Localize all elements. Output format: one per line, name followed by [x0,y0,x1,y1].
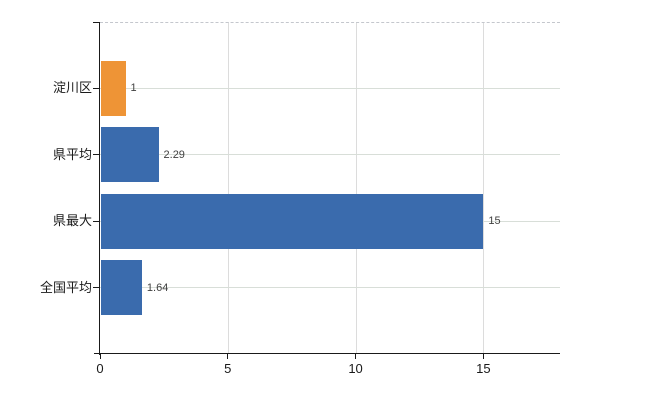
bar-value-label: 1 [130,82,137,95]
bar-pref-max [101,193,484,249]
bar-pref-average [101,127,159,183]
x-axis-tick [355,354,357,359]
category-label: 全国平均 [39,279,92,295]
horizontal-gridline [100,154,560,156]
bar-national-average [101,260,142,316]
y-axis-tick [93,287,100,289]
bar-value-label: 2.29 [163,148,185,161]
x-axis-tick [482,354,484,359]
x-axis-tick [99,354,101,359]
y-axis-line [98,22,100,355]
x-axis-tick-label: 5 [224,361,232,376]
category-label: 県平均 [52,146,92,162]
bar-value-label: 1.64 [146,281,169,294]
category-label: 淀川区 [52,80,92,96]
horizontal-gridline [100,287,560,289]
x-axis-tick-label: 0 [96,361,104,376]
y-axis-tick [93,154,100,156]
bar-district [101,60,126,116]
category-label: 県最大 [52,213,92,229]
x-axis-tick-label: 10 [348,361,363,376]
vertical-gridline [355,22,357,354]
vertical-gridline [227,22,229,354]
vertical-gridline [483,22,485,354]
y-axis-tick [93,220,100,222]
x-axis-line [94,353,560,354]
x-axis-tick [227,354,229,359]
bar-value-label: 15 [488,215,501,228]
horizontal-gridline [100,87,560,89]
plot-top-border [100,21,560,23]
x-axis-tick-label: 15 [476,361,491,376]
y-axis-top-tick [93,21,100,23]
y-axis-tick [93,87,100,89]
